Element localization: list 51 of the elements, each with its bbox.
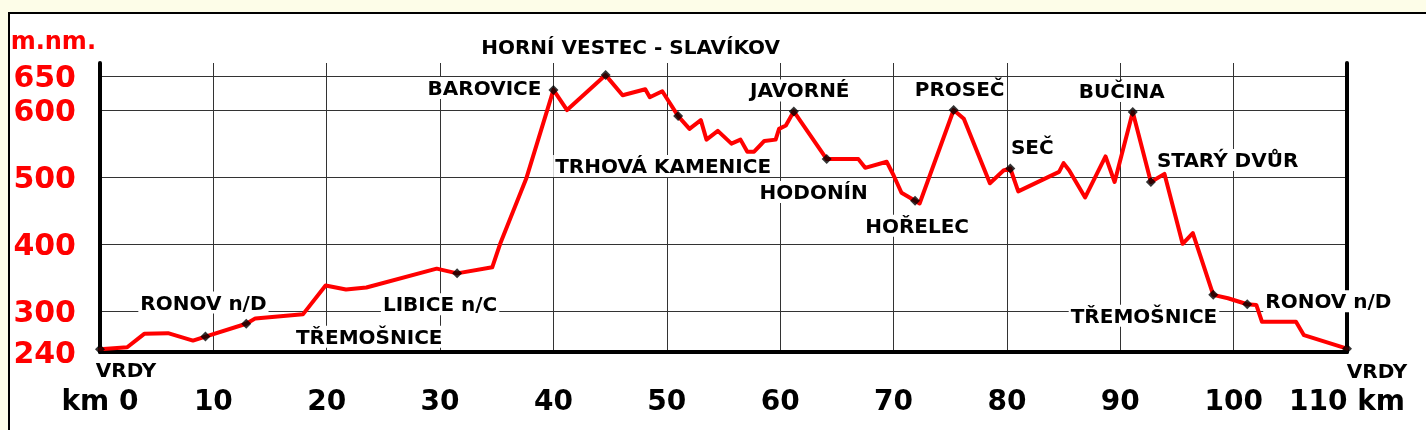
y-tick-label: 500 <box>13 159 76 195</box>
annotation: RONOV n/D <box>1265 289 1392 314</box>
point <box>948 105 959 116</box>
point <box>548 84 559 95</box>
x-tick-label: 110 km <box>1289 383 1405 417</box>
annotation: PROSEČ <box>914 77 1005 102</box>
x-tick-label: km 0 <box>61 383 139 417</box>
x-tick-label: 10 <box>193 383 233 417</box>
point <box>241 318 252 329</box>
point <box>1127 107 1138 118</box>
x-tick-label: 30 <box>420 383 460 417</box>
x-tick-label: 20 <box>307 383 347 417</box>
point <box>1145 176 1156 187</box>
y-tick-label: 600 <box>13 92 76 128</box>
annotation: TŘEMOŠNICE <box>295 324 443 349</box>
x-tick-label: 40 <box>533 383 573 417</box>
point <box>1242 299 1253 310</box>
x-tick-label: 60 <box>760 383 800 417</box>
annotation: JAVORNÉ <box>748 78 850 103</box>
point <box>673 111 684 122</box>
annotation: HOŘELEC <box>865 213 970 238</box>
y-tick-label: 300 <box>13 294 76 330</box>
annotation: TRHOVÁ KAMENICE <box>555 154 772 179</box>
point <box>1005 163 1016 174</box>
x-tick-label: 50 <box>647 383 687 417</box>
y-tick-label: 650 <box>13 58 76 94</box>
point <box>910 195 921 206</box>
y-tick-label: 400 <box>13 226 76 262</box>
annotation: LIBICE n/C <box>382 292 498 317</box>
x-tick-label: 70 <box>874 383 914 417</box>
point <box>452 268 463 279</box>
x-tick-label: 100 <box>1204 383 1263 417</box>
annotation: RONOV n/D <box>140 290 267 315</box>
annotation: VRDY <box>95 358 157 383</box>
annotation: BAROVICE <box>427 75 542 100</box>
annotation: HODONÍN <box>759 180 868 205</box>
point <box>788 106 799 117</box>
point <box>600 70 611 81</box>
x-tick-label: 80 <box>987 383 1027 417</box>
annotation: SEČ <box>1010 134 1054 159</box>
annotation: HORNÍ VESTEC - SLAVÍKOV <box>481 35 781 60</box>
annotation: TŘEMOŠNICE <box>1070 303 1218 328</box>
annotation: BUČINA <box>1078 79 1166 104</box>
annotation: STARÝ DVŮR <box>1156 147 1299 172</box>
point <box>200 331 211 342</box>
y-tick-label: 240 <box>13 334 76 370</box>
y-axis-title: m.nm. <box>10 27 96 55</box>
point <box>1208 289 1219 300</box>
annotation: VRDY <box>1346 358 1408 383</box>
x-tick-label: 90 <box>1100 383 1140 417</box>
point <box>821 154 832 165</box>
